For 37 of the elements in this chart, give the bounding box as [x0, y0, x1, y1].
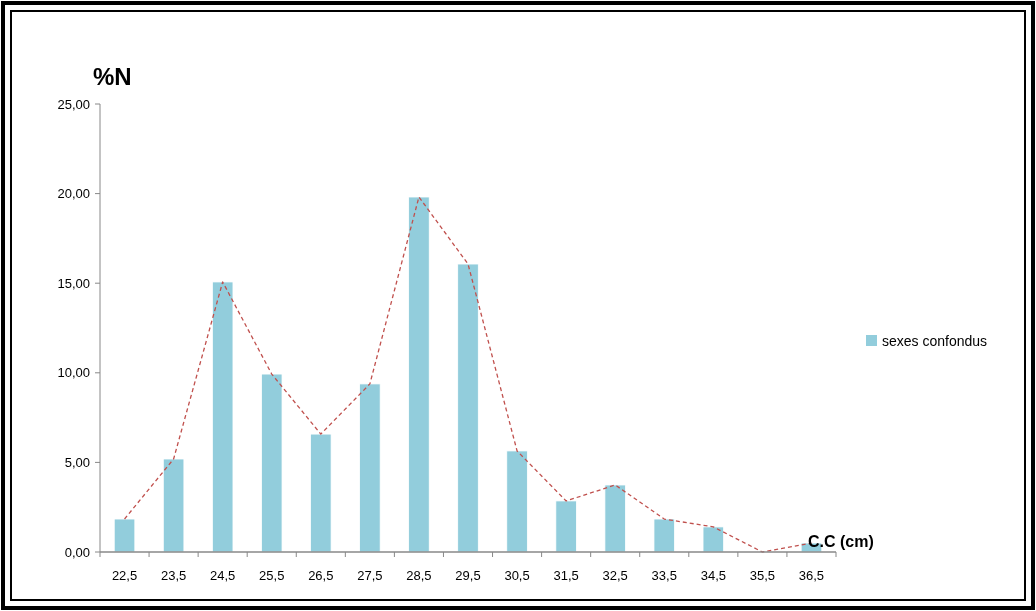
bar	[457, 263, 479, 553]
x-tick-label: 32,5	[602, 568, 628, 583]
bar	[408, 196, 430, 553]
x-tick-label: 31,5	[553, 568, 579, 583]
y-tick-label: 20,00	[57, 186, 90, 202]
x-tick-label: 23,5	[160, 568, 187, 583]
x-tick-label: 35,5	[749, 568, 776, 583]
y-axis-title: %N	[93, 63, 132, 90]
bar	[211, 281, 234, 553]
y-tick-label: 15,00	[57, 275, 90, 291]
x-tick-label: 27,5	[357, 568, 383, 583]
x-tick-label: 28,5	[406, 568, 432, 583]
bar	[506, 450, 528, 553]
bar	[555, 500, 577, 553]
y-tick-label: 0,00	[64, 544, 90, 560]
bar	[653, 518, 675, 553]
y-tick-label: 5,00	[64, 454, 90, 470]
x-tick-label: 30,5	[504, 568, 530, 583]
x-tick-label: 34,5	[700, 568, 726, 583]
x-tick-label: 33,5	[651, 568, 677, 583]
y-tick-label: 25,00	[57, 96, 90, 112]
x-tick-label: 24,5	[210, 568, 236, 583]
bar	[604, 484, 626, 553]
x-tick-label: 25,5	[259, 568, 285, 583]
bar	[113, 518, 136, 553]
bar	[702, 526, 725, 553]
bar	[359, 383, 381, 553]
bar	[162, 458, 185, 553]
x-tick-label: 36,5	[798, 568, 825, 583]
x-tick-label: 22,5	[111, 568, 138, 583]
bar	[310, 433, 332, 553]
x-tick-label: 29,5	[455, 568, 481, 583]
y-tick-label: 10,00	[57, 365, 90, 381]
x-axis-title: C.C (cm)	[808, 533, 874, 550]
legend-label: sexes confondus	[882, 332, 988, 349]
bar	[261, 373, 283, 553]
x-tick-label: 26,5	[308, 568, 334, 583]
